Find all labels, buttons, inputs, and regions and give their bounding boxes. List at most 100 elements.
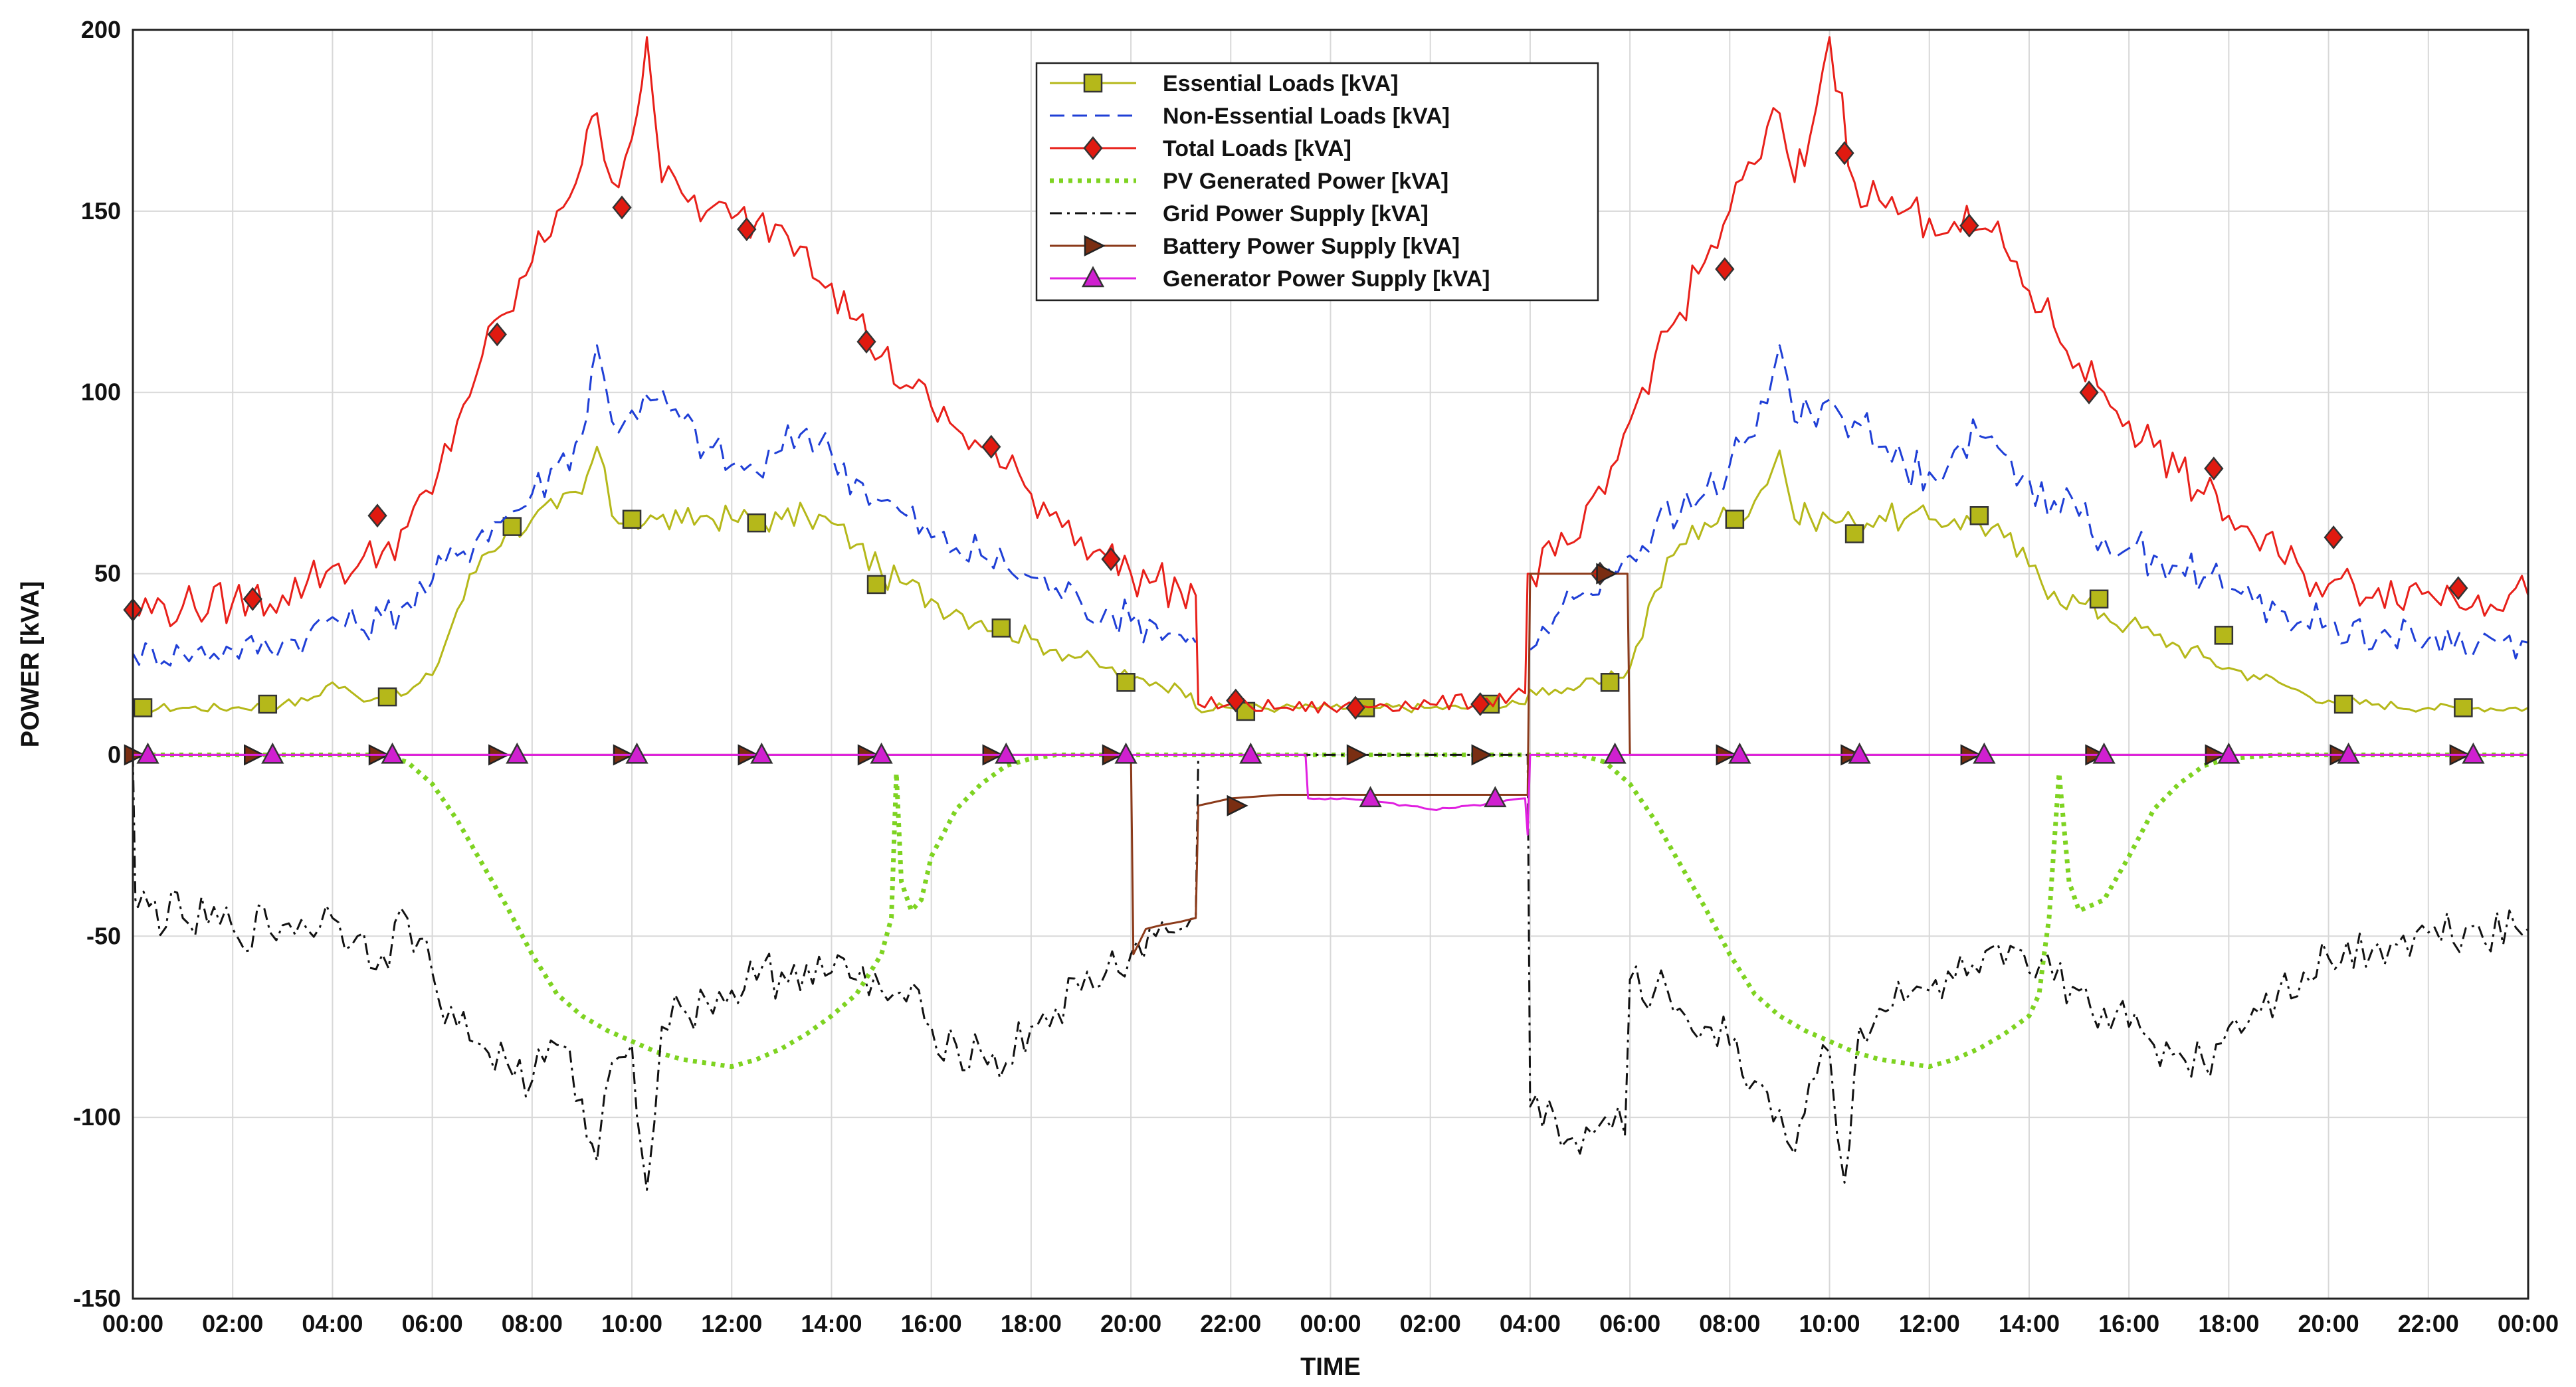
data-point-marker — [991, 618, 1011, 638]
series-3 — [133, 752, 2528, 1069]
data-point-marker — [1596, 563, 1618, 585]
x-tick-label: 20:00 — [1100, 1310, 1161, 1337]
y-tick-label: -150 — [73, 1285, 121, 1312]
x-tick-label: 18:00 — [1001, 1310, 1062, 1337]
x-tick-label: 04:00 — [302, 1310, 363, 1337]
data-point-marker — [1484, 786, 1507, 808]
data-point-marker — [2454, 698, 2473, 717]
data-point-marker — [1101, 547, 1121, 571]
data-point-marker — [1083, 73, 1103, 93]
data-point-marker — [1346, 744, 1368, 766]
series-5 — [124, 563, 2528, 956]
data-point-marker — [502, 517, 522, 536]
data-point-marker — [1470, 692, 1490, 717]
y-tick-label: 50 — [94, 560, 121, 587]
data-point-marker — [1834, 141, 1854, 165]
x-tick-label: 10:00 — [1799, 1310, 1860, 1337]
data-point-marker — [1345, 695, 1365, 720]
data-point-marker — [1116, 673, 1136, 692]
x-tick-label: 02:00 — [1400, 1310, 1461, 1337]
legend-box — [1035, 62, 1599, 302]
data-point-marker — [870, 742, 893, 764]
legend-label: Essential Loads [kVA] — [1163, 71, 1399, 96]
x-axis-label: TIME — [1300, 1353, 1361, 1381]
data-point-marker — [2462, 742, 2485, 764]
data-point-marker — [243, 587, 262, 611]
data-point-marker — [1603, 742, 1627, 764]
data-point-marker — [1114, 742, 1138, 764]
y-axis-label: POWER [kVA] — [17, 581, 45, 748]
x-tick-label: 22:00 — [2398, 1310, 2459, 1337]
y-tick-label: 0 — [108, 741, 121, 768]
x-tick-label: 08:00 — [1699, 1310, 1760, 1337]
data-point-marker — [1969, 506, 1989, 525]
data-point-marker — [981, 434, 1001, 459]
x-tick-label: 06:00 — [1599, 1310, 1660, 1337]
y-tick-label: -100 — [73, 1103, 121, 1131]
x-tick-label: 12:00 — [1899, 1310, 1960, 1337]
x-tick-label: 22:00 — [1200, 1310, 1261, 1337]
data-point-marker — [1227, 794, 1248, 816]
x-tick-label: 20:00 — [2298, 1310, 2359, 1337]
data-point-marker — [2214, 626, 2234, 645]
data-point-marker — [136, 742, 159, 764]
data-point-marker — [1844, 524, 1864, 543]
data-point-marker — [622, 509, 642, 529]
series-6 — [133, 742, 2528, 836]
data-point-marker — [1239, 742, 1262, 764]
data-point-marker — [625, 742, 648, 764]
data-point-marker — [2204, 456, 2224, 481]
data-point-marker — [381, 742, 404, 764]
legend-label: Grid Power Supply [kVA] — [1163, 201, 1429, 227]
data-point-marker — [1959, 213, 1979, 238]
x-tick-label: 02:00 — [202, 1310, 263, 1337]
series-line — [133, 752, 2528, 1069]
data-point-marker — [995, 742, 1018, 764]
data-point-marker — [2324, 525, 2343, 549]
data-point-marker — [747, 513, 767, 533]
series-2 — [123, 36, 2529, 720]
series-line — [1529, 344, 2529, 660]
series-line — [133, 753, 2528, 836]
axes-frame — [132, 29, 2529, 1300]
data-point-marker — [1359, 786, 1382, 808]
x-tick-label: 12:00 — [701, 1310, 762, 1337]
series-line — [132, 344, 1197, 668]
x-tick-label: 18:00 — [2198, 1310, 2259, 1337]
data-point-marker — [1715, 257, 1735, 282]
data-point-marker — [1226, 688, 1246, 713]
series-1 — [132, 344, 2529, 668]
data-point-marker — [258, 694, 278, 714]
data-point-marker — [737, 217, 757, 242]
legend-label: Battery Power Supply [kVA] — [1163, 234, 1460, 259]
y-tick-label: 100 — [81, 379, 121, 406]
data-point-marker — [750, 742, 773, 764]
legend-label: Non-Essential Loads [kVA] — [1163, 104, 1450, 129]
series-line — [132, 36, 2529, 714]
legend-label: Total Loads [kVA] — [1163, 136, 1351, 161]
data-point-marker — [612, 195, 632, 220]
data-point-marker — [2337, 742, 2360, 764]
data-point-marker — [506, 742, 529, 764]
series-line — [132, 753, 2529, 1191]
x-axis: 00:00 02:00 04:00 06:00 08:00 10:00 12:00 14:00… — [102, 1310, 2559, 1337]
x-tick-label: 00:00 — [2498, 1310, 2559, 1337]
y-axis: -150 -100 -50 0 50 100 150 200 — [73, 16, 121, 1312]
y-tick-label: -50 — [86, 922, 121, 949]
data-point-marker — [261, 742, 284, 764]
x-tick-label: 06:00 — [402, 1310, 463, 1337]
data-point-marker — [1725, 509, 1745, 529]
data-point-marker — [1084, 234, 1106, 257]
y-tick-label: 150 — [81, 197, 121, 225]
series-4 — [132, 753, 2529, 1191]
legend-label: PV Generated Power [kVA] — [1163, 169, 1448, 194]
data-point-marker — [1848, 742, 1871, 764]
data-point-marker — [487, 322, 507, 347]
x-tick-label: 16:00 — [2098, 1310, 2159, 1337]
data-point-marker — [2217, 742, 2240, 764]
x-tick-label: 10:00 — [601, 1310, 662, 1337]
legend-label: Generator Power Supply [kVA] — [1163, 266, 1490, 292]
data-point-marker — [1600, 673, 1620, 692]
x-tick-label: 00:00 — [102, 1310, 163, 1337]
